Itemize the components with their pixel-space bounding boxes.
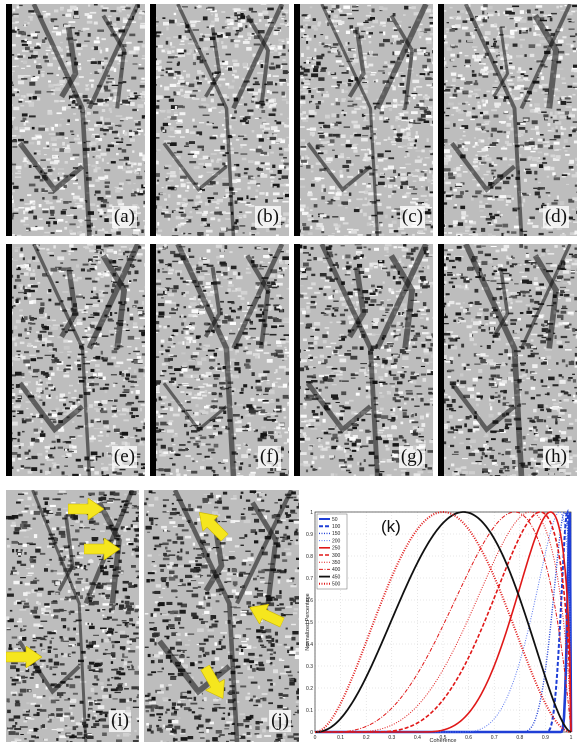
- y-tick-label: 0.3: [306, 664, 313, 670]
- panel-b: (b): [150, 4, 289, 236]
- panel-e: (e): [6, 244, 145, 476]
- sar-image: [6, 4, 145, 236]
- sar-image: [150, 4, 289, 236]
- panel-d: (d): [438, 4, 577, 236]
- y-tick-label: 0.8: [306, 554, 313, 560]
- panel-label: (h): [542, 446, 569, 468]
- legend-entry: 100: [332, 524, 341, 530]
- panel-label: (f): [258, 446, 281, 468]
- x-tick-label: 0.2: [363, 735, 370, 741]
- legend-entry: 50: [332, 517, 338, 523]
- panel-j: (j): [144, 490, 299, 742]
- sar-image: [6, 244, 145, 476]
- x-tick-label: 0.9: [542, 735, 549, 741]
- panel-label: (g): [398, 446, 425, 468]
- panel-label: (b): [254, 206, 281, 228]
- x-tick-label: 0.6: [465, 735, 472, 741]
- legend-entry: 350: [332, 560, 341, 566]
- yellow-arrow-icon: [249, 603, 285, 628]
- y-tick-label: 1: [310, 510, 313, 516]
- legend-entry: 450: [332, 574, 341, 580]
- legend-entry: 250: [332, 546, 341, 552]
- sar-image: [150, 244, 289, 476]
- x-tick-label: 1: [570, 735, 573, 741]
- panel-f: (f): [150, 244, 289, 476]
- x-tick-label: 0: [314, 735, 317, 741]
- y-tick-label: 0.1: [306, 708, 313, 714]
- y-tick-label: 0.9: [306, 532, 313, 538]
- x-tick-label: 0.8: [516, 735, 523, 741]
- yellow-arrow-icon: [84, 538, 120, 560]
- panel-label: (j): [269, 710, 291, 732]
- legend-entry: 150: [332, 531, 341, 537]
- legend-entry: 400: [332, 567, 341, 573]
- x-tick-label: 0.7: [491, 735, 498, 741]
- panel-i: (i): [6, 490, 139, 742]
- y-tick-label: 0.7: [306, 576, 313, 582]
- x-tick-label: 0.1: [337, 735, 344, 741]
- x-axis-label: Coherence: [430, 738, 457, 744]
- y-tick-label: 0.6: [306, 598, 313, 604]
- legend-entry: 200: [332, 538, 341, 544]
- panel-h: (h): [438, 244, 577, 476]
- panel-label: (a): [111, 206, 137, 228]
- sar-image: [438, 4, 577, 236]
- series-line-400: [315, 511, 572, 733]
- panel-a: (a): [6, 4, 145, 236]
- yellow-arrow-icon: [68, 498, 104, 520]
- y-tick-label: 0: [310, 730, 313, 736]
- panel-label: (k): [381, 517, 401, 536]
- series-line-450: [314, 511, 572, 733]
- x-tick-label: 0.5: [440, 735, 447, 741]
- series-line-500: [314, 510, 572, 733]
- y-tick-label: 0.4: [306, 642, 313, 648]
- panel-g: (g): [294, 244, 433, 476]
- x-tick-label: 0.3: [388, 735, 395, 741]
- sar-image: [6, 490, 139, 742]
- yellow-arrow-icon: [198, 511, 229, 542]
- legend-entry: 300: [332, 553, 341, 559]
- y-axis-label: Normalized Percentage: [305, 593, 311, 650]
- series-line-350: [315, 511, 572, 733]
- yellow-arrow-icon: [200, 664, 225, 700]
- coherence-histogram-chart: 0 0.1 0.2 0.3 0.4 0.5 0.6 0.7 0.8 0.9 1 0 0.1 0.2 0.3 0…: [305, 508, 577, 744]
- x-tick-label: 0.4: [414, 735, 421, 741]
- panel-label: (d): [542, 206, 569, 228]
- yellow-arrow-icon: [6, 646, 42, 668]
- sar-image: [294, 4, 433, 236]
- panel-label: (i): [109, 710, 131, 732]
- panel-label: (e): [111, 446, 137, 468]
- y-tick-label: 0.5: [306, 620, 313, 626]
- sar-image: [294, 244, 433, 476]
- panel-c: (c): [294, 4, 433, 236]
- panel-label: (c): [399, 206, 425, 228]
- legend-entry: 500: [332, 582, 341, 588]
- sar-image: [438, 244, 577, 476]
- y-tick-label: 0.2: [306, 686, 313, 692]
